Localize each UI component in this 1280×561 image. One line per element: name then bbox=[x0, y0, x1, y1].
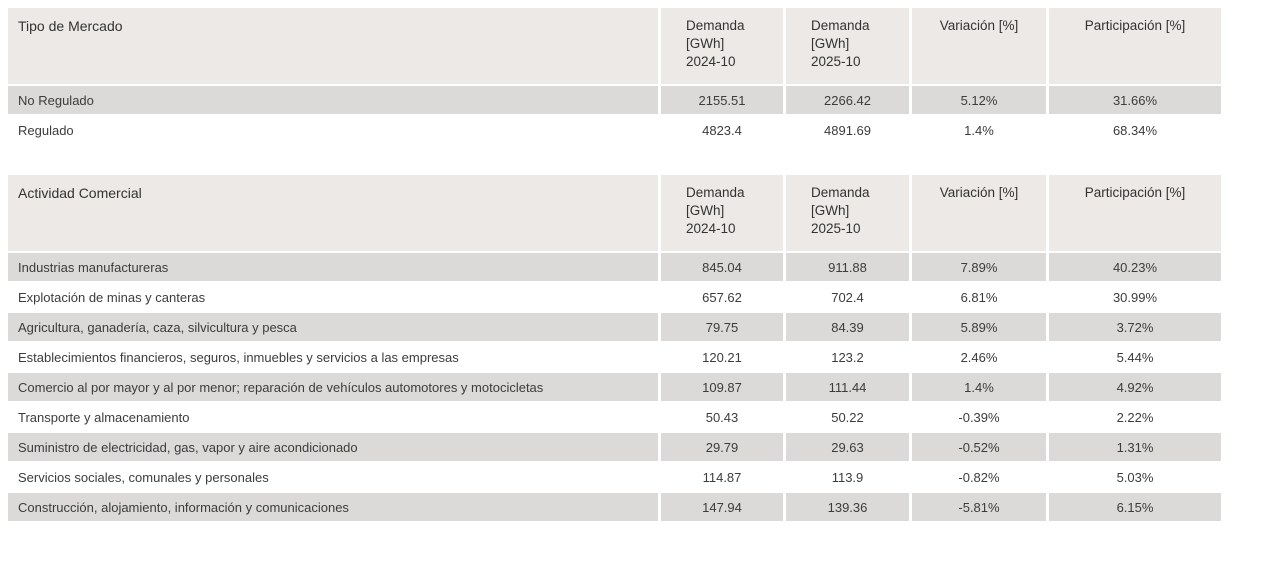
cell-demanda-2024: 109.87 bbox=[661, 373, 783, 401]
cell-label: Regulado bbox=[8, 116, 658, 144]
cell-label: Agricultura, ganadería, caza, silvicultu… bbox=[8, 313, 658, 341]
cell-participacion: 31.66% bbox=[1049, 86, 1221, 114]
cell-demanda-2025: 4891.69 bbox=[786, 116, 909, 144]
cell-participacion: 5.03% bbox=[1049, 463, 1221, 491]
column-header-participacion: Participación [%] bbox=[1049, 8, 1221, 84]
cell-demanda-2025: 111.44 bbox=[786, 373, 909, 401]
cell-demanda-2024: 120.21 bbox=[661, 343, 783, 371]
cell-participacion: 6.15% bbox=[1049, 493, 1221, 521]
commercial-activity-table: Actividad Comercial Demanda [GWh] 2024-1… bbox=[5, 173, 1224, 523]
cell-participacion: 40.23% bbox=[1049, 253, 1221, 281]
cell-variacion: 5.89% bbox=[912, 313, 1046, 341]
cell-participacion: 68.34% bbox=[1049, 116, 1221, 144]
table-row-comercio: Comercio al por mayor y al por menor; re… bbox=[8, 373, 1221, 401]
cell-variacion: -0.39% bbox=[912, 403, 1046, 431]
cell-demanda-2025: 84.39 bbox=[786, 313, 909, 341]
column-header-participacion: Participación [%] bbox=[1049, 175, 1221, 251]
cell-demanda-2025: 29.63 bbox=[786, 433, 909, 461]
table-row-servicios-sociales: Servicios sociales, comunales y personal… bbox=[8, 463, 1221, 491]
column-header-demanda-2024: Demanda [GWh] 2024-10 bbox=[661, 175, 783, 251]
cell-variacion: 2.46% bbox=[912, 343, 1046, 371]
cell-participacion: 2.22% bbox=[1049, 403, 1221, 431]
cell-label: Transporte y almacenamiento bbox=[8, 403, 658, 431]
cell-label: Servicios sociales, comunales y personal… bbox=[8, 463, 658, 491]
table-title-tipo-de-mercado: Tipo de Mercado bbox=[8, 8, 658, 84]
cell-variacion: -0.52% bbox=[912, 433, 1046, 461]
cell-demanda-2024: 4823.4 bbox=[661, 116, 783, 144]
market-type-table: Tipo de Mercado Demanda [GWh] 2024-10 De… bbox=[5, 6, 1224, 146]
header-row: Tipo de Mercado Demanda [GWh] 2024-10 De… bbox=[8, 8, 1221, 84]
cell-label: Construcción, alojamiento, información y… bbox=[8, 493, 658, 521]
table-row-establecimientos-financieros: Establecimientos financieros, seguros, i… bbox=[8, 343, 1221, 371]
cell-demanda-2025: 2266.42 bbox=[786, 86, 909, 114]
cell-label: Establecimientos financieros, seguros, i… bbox=[8, 343, 658, 371]
table-row-construccion: Construcción, alojamiento, información y… bbox=[8, 493, 1221, 521]
cell-demanda-2025: 113.9 bbox=[786, 463, 909, 491]
cell-label: Explotación de minas y canteras bbox=[8, 283, 658, 311]
cell-demanda-2025: 139.36 bbox=[786, 493, 909, 521]
cell-variacion: 1.4% bbox=[912, 116, 1046, 144]
cell-demanda-2025: 911.88 bbox=[786, 253, 909, 281]
cell-label: Comercio al por mayor y al por menor; re… bbox=[8, 373, 658, 401]
cell-demanda-2024: 657.62 bbox=[661, 283, 783, 311]
cell-demanda-2025: 50.22 bbox=[786, 403, 909, 431]
cell-variacion: 1.4% bbox=[912, 373, 1046, 401]
cell-variacion: 6.81% bbox=[912, 283, 1046, 311]
cell-variacion: 5.12% bbox=[912, 86, 1046, 114]
demand-report-page: Tipo de Mercado Demanda [GWh] 2024-10 De… bbox=[5, 6, 1224, 523]
cell-label: No Regulado bbox=[8, 86, 658, 114]
cell-participacion: 30.99% bbox=[1049, 283, 1221, 311]
column-header-demanda-2025: Demanda [GWh] 2025-10 bbox=[786, 8, 909, 84]
commercial-activity-table-header: Actividad Comercial Demanda [GWh] 2024-1… bbox=[8, 175, 1221, 251]
column-header-variacion: Variación [%] bbox=[912, 175, 1046, 251]
cell-participacion: 1.31% bbox=[1049, 433, 1221, 461]
cell-participacion: 5.44% bbox=[1049, 343, 1221, 371]
cell-variacion: -0.82% bbox=[912, 463, 1046, 491]
table-row-no-regulado: No Regulado 2155.51 2266.42 5.12% 31.66% bbox=[8, 86, 1221, 114]
cell-label: Suministro de electricidad, gas, vapor y… bbox=[8, 433, 658, 461]
table-row-explotacion-minas: Explotación de minas y canteras 657.62 7… bbox=[8, 283, 1221, 311]
cell-demanda-2025: 702.4 bbox=[786, 283, 909, 311]
table-row-agricultura: Agricultura, ganadería, caza, silvicultu… bbox=[8, 313, 1221, 341]
column-header-variacion: Variación [%] bbox=[912, 8, 1046, 84]
table-title-actividad-comercial: Actividad Comercial bbox=[8, 175, 658, 251]
cell-demanda-2024: 2155.51 bbox=[661, 86, 783, 114]
table-row-industrias-manufactureras: Industrias manufactureras 845.04 911.88 … bbox=[8, 253, 1221, 281]
cell-variacion: -5.81% bbox=[912, 493, 1046, 521]
cell-demanda-2024: 79.75 bbox=[661, 313, 783, 341]
cell-label: Industrias manufactureras bbox=[8, 253, 658, 281]
cell-participacion: 3.72% bbox=[1049, 313, 1221, 341]
column-header-demanda-2025: Demanda [GWh] 2025-10 bbox=[786, 175, 909, 251]
table-row-transporte: Transporte y almacenamiento 50.43 50.22 … bbox=[8, 403, 1221, 431]
cell-participacion: 4.92% bbox=[1049, 373, 1221, 401]
cell-demanda-2024: 845.04 bbox=[661, 253, 783, 281]
market-type-table-header: Tipo de Mercado Demanda [GWh] 2024-10 De… bbox=[8, 8, 1221, 84]
cell-demanda-2025: 123.2 bbox=[786, 343, 909, 371]
cell-demanda-2024: 147.94 bbox=[661, 493, 783, 521]
cell-demanda-2024: 114.87 bbox=[661, 463, 783, 491]
table-row-suministro-electricidad: Suministro de electricidad, gas, vapor y… bbox=[8, 433, 1221, 461]
cell-demanda-2024: 50.43 bbox=[661, 403, 783, 431]
cell-demanda-2024: 29.79 bbox=[661, 433, 783, 461]
column-header-demanda-2024: Demanda [GWh] 2024-10 bbox=[661, 8, 783, 84]
header-row: Actividad Comercial Demanda [GWh] 2024-1… bbox=[8, 175, 1221, 251]
table-row-regulado: Regulado 4823.4 4891.69 1.4% 68.34% bbox=[8, 116, 1221, 144]
cell-variacion: 7.89% bbox=[912, 253, 1046, 281]
